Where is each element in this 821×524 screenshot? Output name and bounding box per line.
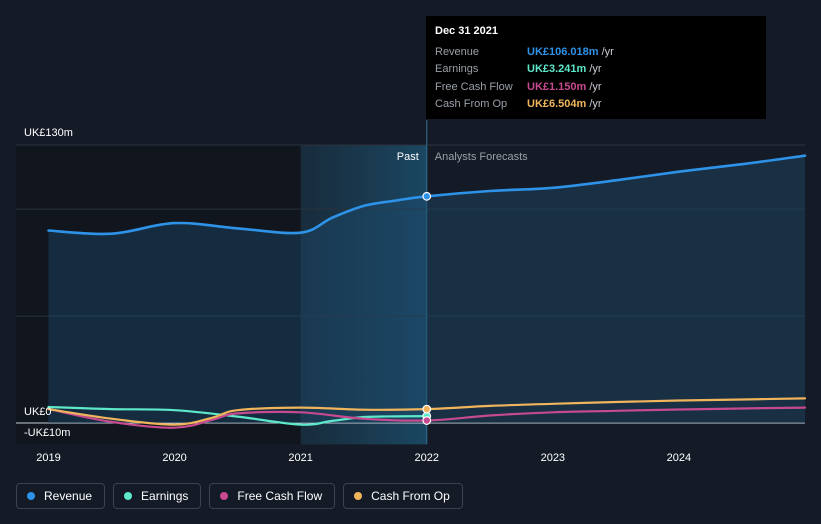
legend-item-earnings[interactable]: Earnings <box>113 483 202 509</box>
legend-item-revenue[interactable]: Revenue <box>16 483 106 509</box>
marker-free_cash_flow <box>422 416 432 425</box>
tooltip-value: UK£6.504m <box>527 98 587 111</box>
zone-label-forecast: Analysts Forecasts <box>435 151 528 163</box>
legend-item-free-cash-flow[interactable]: Free Cash Flow <box>209 483 336 509</box>
legend-label: Earnings <box>141 489 189 503</box>
tooltip-label: Free Cash Flow <box>435 80 513 93</box>
tooltip-row-revenue: Revenue UK£106.018m /yr <box>435 43 757 61</box>
x-tick-label: 2023 <box>541 452 565 464</box>
legend-label: Revenue <box>44 489 93 503</box>
tooltip-date: Dec 31 2021 <box>435 25 498 37</box>
legend-dot-icon <box>124 492 133 500</box>
legend-item-cash-from-op[interactable]: Cash From Op <box>343 483 463 509</box>
tooltip-unit: /yr <box>601 45 614 58</box>
x-tick-label: 2024 <box>667 452 691 464</box>
x-tick-label: 2019 <box>36 452 60 464</box>
tooltip-row-earnings: Earnings UK£3.241m /yr <box>435 61 757 79</box>
y-label-bottom: -UK£10m <box>24 427 70 439</box>
x-tick-label: 2021 <box>288 452 312 464</box>
legend-label: Cash From Op <box>371 489 450 503</box>
legend-dot-icon <box>354 492 363 500</box>
tooltip-unit: /yr <box>589 80 602 93</box>
tooltip-row-free-cash-flow: Free Cash Flow UK£1.150m /yr <box>435 78 757 96</box>
marker-revenue <box>422 191 432 201</box>
revenue-area <box>48 155 805 423</box>
y-label-zero: UK£0 <box>24 406 52 418</box>
y-label-top: UK£130m <box>24 127 73 139</box>
series-line-free_cash_flow <box>47 406 807 429</box>
legend-label: Free Cash Flow <box>237 489 323 503</box>
tooltip-value: UK£3.241m <box>527 63 587 76</box>
past-region-highlight <box>300 145 427 445</box>
marker-cash_from_op <box>422 404 432 414</box>
series-line-earnings <box>47 405 428 426</box>
tooltip: Dec 31 2021 Revenue UK£106.018m /yr Earn… <box>426 16 766 119</box>
tooltip-unit: /yr <box>589 63 602 76</box>
x-tick-label: 2022 <box>415 452 439 464</box>
past-region-dim <box>16 145 301 445</box>
tooltip-value: UK£106.018m <box>527 45 599 58</box>
tooltip-label: Cash From Op <box>435 98 508 111</box>
legend-dot-icon <box>220 492 229 500</box>
tooltip-row-cash-from-op: Cash From Op UK£6.504m /yr <box>435 96 757 114</box>
series-line-revenue <box>47 154 807 236</box>
tooltip-label: Earnings <box>435 63 479 76</box>
zone-label-past: Past <box>397 151 419 163</box>
legend: Revenue Earnings Free Cash Flow Cash Fro… <box>16 483 463 509</box>
x-tick-label: 2020 <box>162 452 186 464</box>
tooltip-unit: /yr <box>589 98 602 111</box>
tooltip-label: Revenue <box>435 45 480 58</box>
tooltip-value: UK£1.150m <box>527 80 587 93</box>
series-line-cash_from_op <box>47 397 807 426</box>
legend-dot-icon <box>27 492 35 500</box>
